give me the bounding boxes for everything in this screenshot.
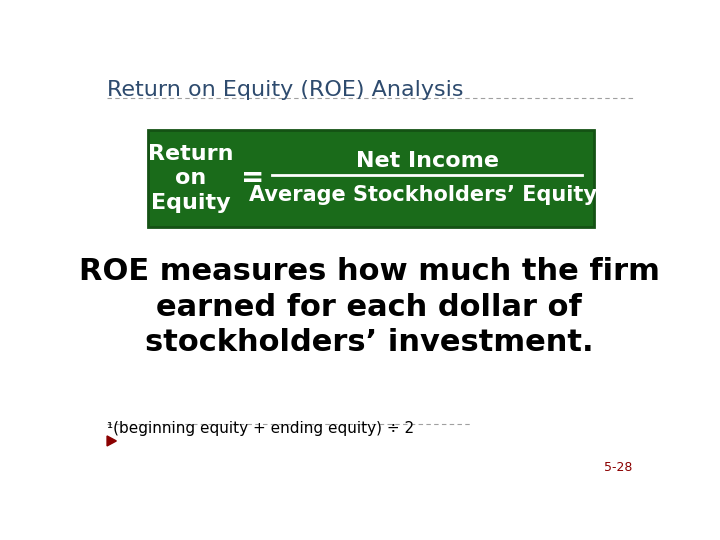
Text: ¹(beginning equity + ending equity) ÷ 2: ¹(beginning equity + ending equity) ÷ 2 [107, 421, 414, 436]
FancyBboxPatch shape [148, 130, 594, 226]
Text: stockholders’ investment.: stockholders’ investment. [145, 328, 593, 357]
Text: ROE measures how much the firm: ROE measures how much the firm [78, 257, 660, 286]
Text: =: = [241, 164, 264, 192]
Text: Return on Equity (ROE) Analysis: Return on Equity (ROE) Analysis [107, 80, 464, 100]
Text: 5-28: 5-28 [604, 462, 632, 475]
Text: Net Income: Net Income [356, 151, 499, 171]
Polygon shape [107, 436, 117, 446]
Text: Return
on
Equity: Return on Equity [148, 144, 233, 213]
Text: earned for each dollar of: earned for each dollar of [156, 293, 582, 322]
Text: Average Stockholders’ Equity¹: Average Stockholders’ Equity¹ [248, 185, 606, 205]
